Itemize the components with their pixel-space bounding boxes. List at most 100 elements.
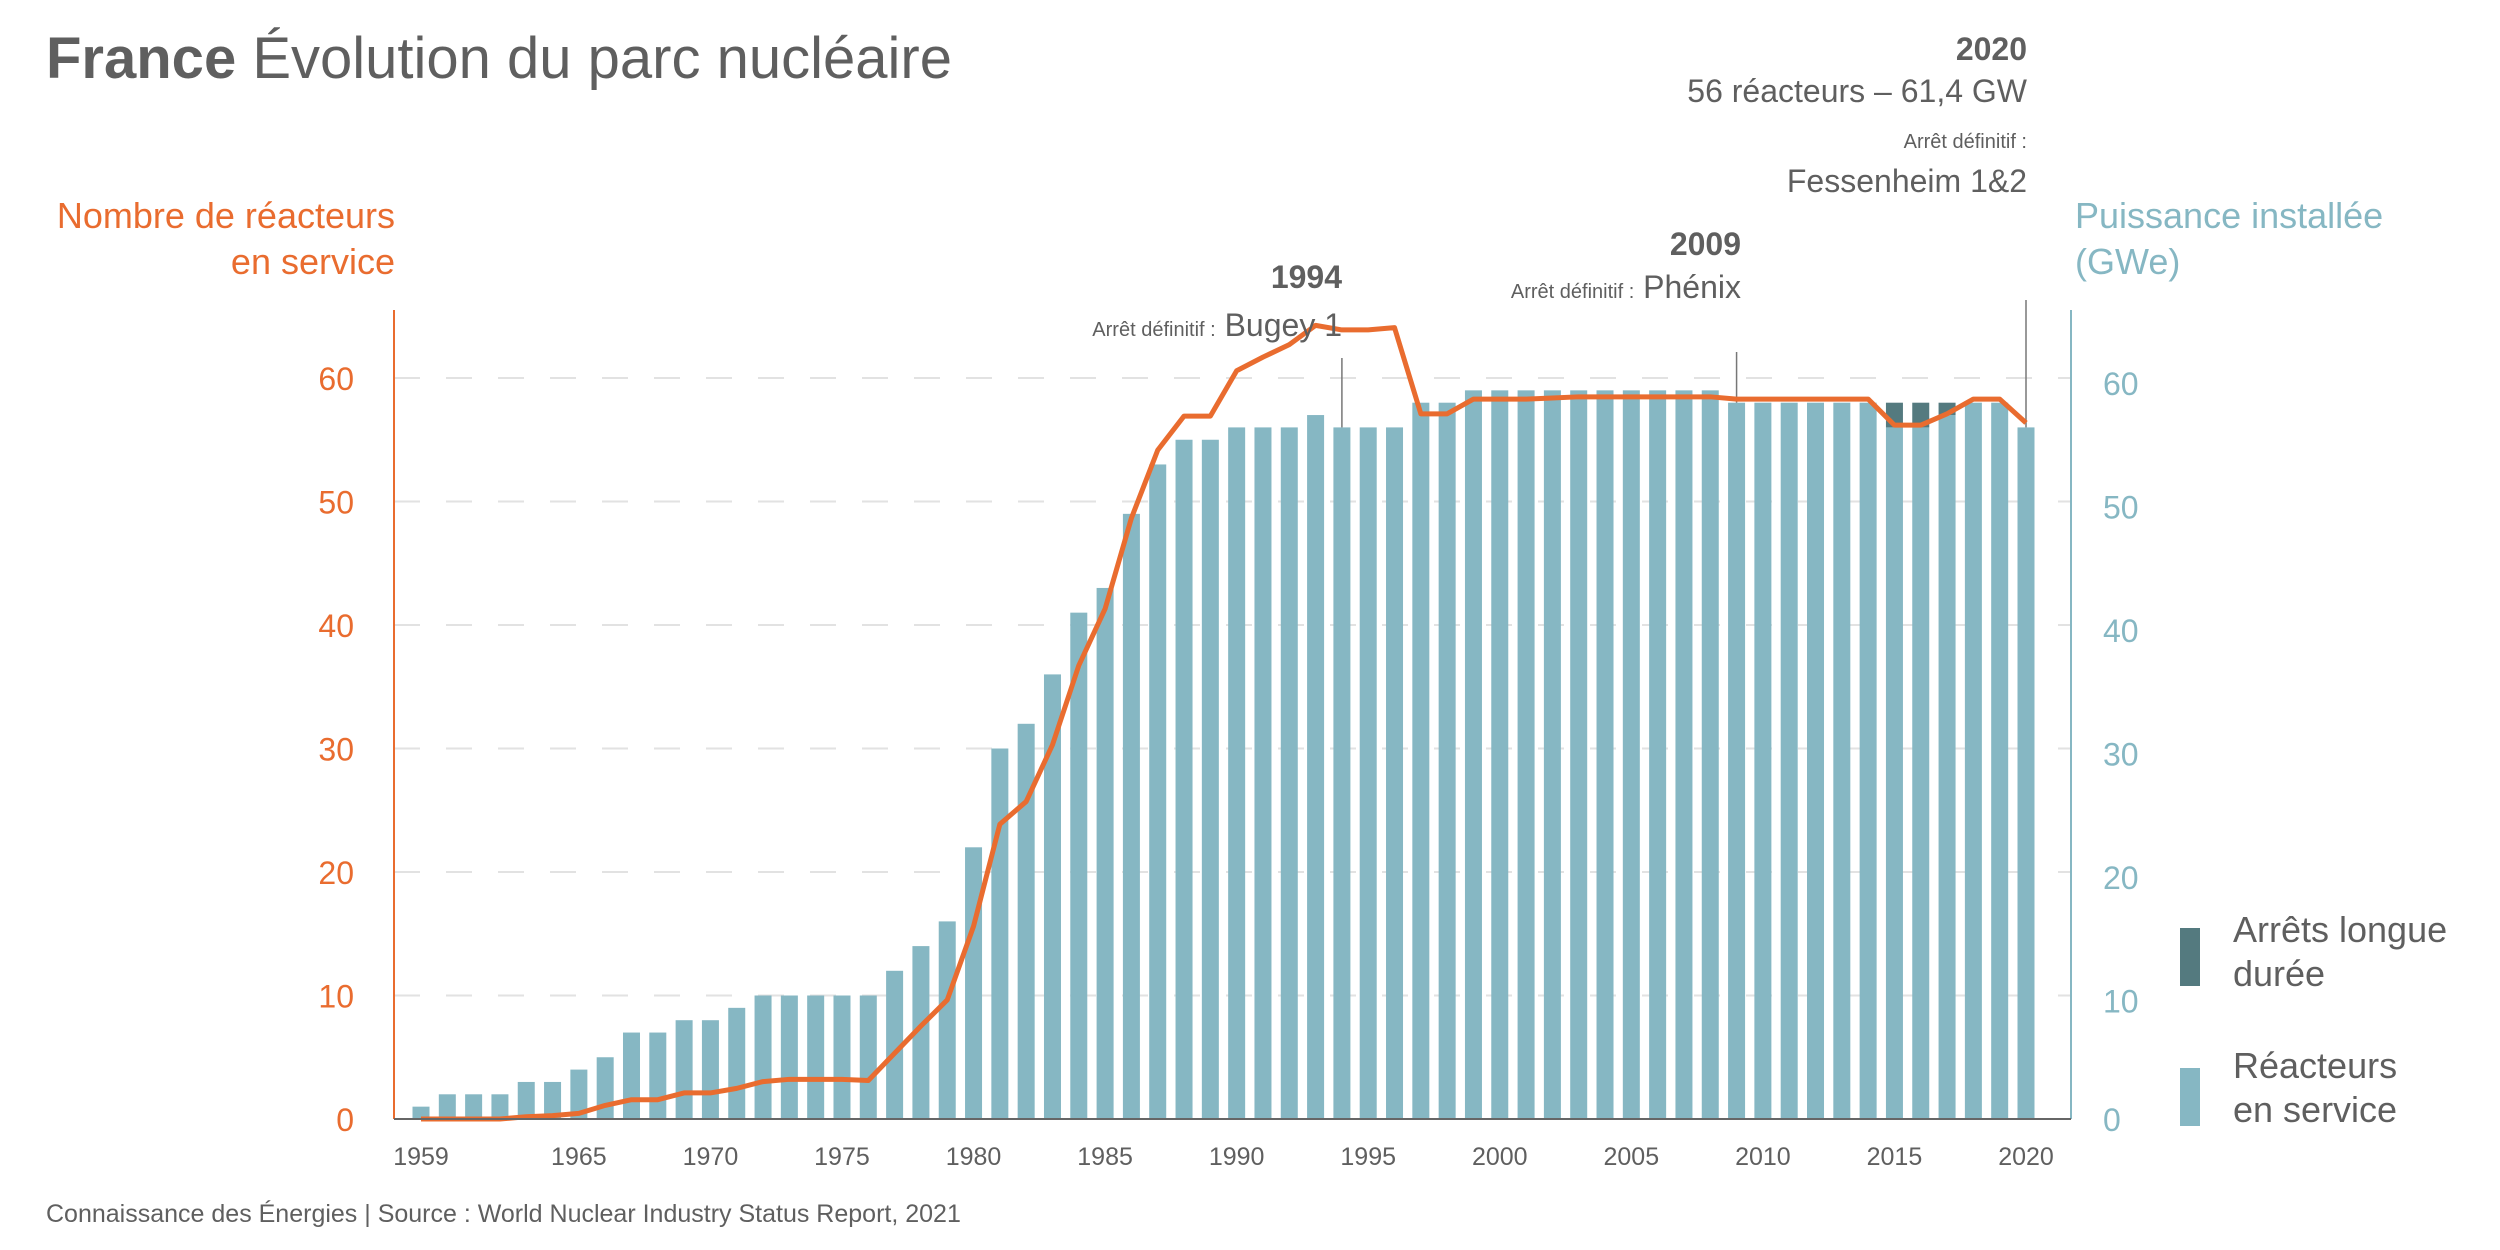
bar-in-service xyxy=(1701,390,1719,1120)
annotation-1994: Arrêt définitif : Bugey 1 xyxy=(1092,307,1342,343)
legend-stopped-line2: durée xyxy=(2233,953,2325,994)
bar-in-service xyxy=(1885,427,1903,1119)
annotation-year-2020: 2020 xyxy=(1956,31,2027,67)
bar-in-service xyxy=(570,1069,588,1119)
bar-in-service xyxy=(1622,390,1640,1120)
left-tick-label: 10 xyxy=(318,979,354,1015)
right-tick-label: 60 xyxy=(2103,366,2139,402)
bar-in-service xyxy=(728,1007,746,1119)
bar-in-service xyxy=(912,946,930,1119)
bar-in-service xyxy=(859,995,877,1119)
right-tick-label: 0 xyxy=(2103,1102,2121,1138)
annotation-2020-prefix: Arrêt définitif : xyxy=(1904,131,2027,153)
bar-in-service xyxy=(1675,390,1693,1120)
bar-in-service xyxy=(1333,427,1351,1119)
bar-in-service xyxy=(1307,415,1325,1119)
bar-in-service xyxy=(1991,402,2009,1119)
x-tick-label: 2010 xyxy=(1735,1143,1791,1171)
right-axis-label-line2: (GWe) xyxy=(2075,241,2180,282)
bar-in-service xyxy=(1596,390,1614,1120)
bar-in-service xyxy=(1517,390,1535,1120)
legend-bars-line1: Réacteurs xyxy=(2233,1045,2397,1086)
chart-title: France Évolution du parc nucléaire xyxy=(46,26,952,91)
x-tick-label: 1995 xyxy=(1340,1143,1396,1171)
bar-in-service xyxy=(649,1032,667,1119)
bar-in-service xyxy=(965,847,983,1119)
bar-in-service xyxy=(1359,427,1377,1119)
left-tick-label: 40 xyxy=(318,608,354,644)
right-tick-label: 50 xyxy=(2103,490,2139,526)
legend-bars-line2: en service xyxy=(2233,1089,2397,1130)
bar-in-service xyxy=(701,1020,719,1119)
x-tick-label: 2020 xyxy=(1998,1143,2054,1171)
bar-in-service xyxy=(1175,439,1193,1119)
bar-in-service xyxy=(1412,402,1430,1119)
left-axis-label-line1: Nombre de réacteurs xyxy=(57,195,395,236)
left-tick-label: 50 xyxy=(318,485,354,521)
right-tick-label: 40 xyxy=(2103,613,2139,649)
bar-in-service xyxy=(412,1106,430,1119)
annotation-year-1994: 1994 xyxy=(1271,259,1342,295)
bar-in-service xyxy=(1833,402,1851,1119)
bar-in-service xyxy=(1280,427,1298,1119)
bar-in-service xyxy=(1859,402,1877,1119)
x-tick-label: 1985 xyxy=(1077,1143,1133,1171)
bar-in-service xyxy=(517,1081,535,1119)
title-bold: France xyxy=(46,26,236,91)
legend-swatch-bars xyxy=(2180,1068,2200,1126)
right-axis-label-line1: Puissance installée xyxy=(2075,195,2383,236)
legend-swatch-stopped xyxy=(2180,928,2200,986)
bar-in-service xyxy=(1386,427,1404,1119)
power-line xyxy=(421,322,2028,1122)
bar-in-service xyxy=(807,995,825,1119)
bar-in-service xyxy=(1754,402,1772,1119)
annotation-name: Phénix xyxy=(1643,269,1741,305)
bar-in-service xyxy=(1543,390,1561,1120)
legend-stopped-line1: Arrêts longue xyxy=(2233,909,2447,950)
annotation-2020-summary: 56 réacteurs – 61,4 GW xyxy=(1687,73,2028,109)
bar-in-service xyxy=(1491,390,1509,1120)
annotation-prefix: Arrêt définitif : xyxy=(1511,281,1634,303)
bar-in-service xyxy=(1201,439,1219,1119)
annotation-year-2009: 2009 xyxy=(1670,226,1741,262)
bar-in-service xyxy=(1228,427,1246,1119)
bar-in-service xyxy=(622,1032,640,1119)
bar-in-service xyxy=(1780,402,1798,1119)
left-tick-label: 20 xyxy=(318,855,354,891)
left-tick-label: 30 xyxy=(318,732,354,768)
footer-source: Connaissance des Énergies | Source : Wor… xyxy=(46,1199,961,1228)
bar-in-service xyxy=(2017,427,2035,1119)
bar-in-service xyxy=(1043,674,1061,1119)
bar-in-service xyxy=(833,995,851,1119)
title-rest: Évolution du parc nucléaire xyxy=(252,26,952,91)
bar-in-service xyxy=(1122,513,1140,1119)
annotation-prefix: Arrêt définitif : xyxy=(1092,319,1215,341)
bar-in-service xyxy=(1017,723,1035,1119)
x-tick-label: 1970 xyxy=(683,1143,739,1171)
right-tick-label: 20 xyxy=(2103,860,2139,896)
bar-in-service xyxy=(491,1094,509,1119)
bar-in-service xyxy=(675,1020,693,1119)
left-tick-label: 60 xyxy=(318,361,354,397)
bar-in-service xyxy=(754,995,772,1119)
x-tick-label: 1980 xyxy=(946,1143,1002,1171)
bar-in-service xyxy=(1912,427,1930,1119)
bar-in-service xyxy=(1938,415,1956,1119)
annotation-name: Bugey 1 xyxy=(1225,307,1342,343)
bar-in-service xyxy=(544,1081,562,1119)
right-tick-label: 10 xyxy=(2103,984,2139,1020)
bar-in-service xyxy=(886,970,904,1119)
bar-in-service xyxy=(938,921,956,1119)
left-tick-label: 0 xyxy=(336,1102,354,1138)
bar-in-service xyxy=(1464,390,1482,1120)
bar-in-service xyxy=(1254,427,1272,1119)
bar-in-service xyxy=(1070,612,1088,1119)
annotation-2009: Arrêt définitif : Phénix xyxy=(1511,269,1741,305)
bar-in-service xyxy=(1438,402,1456,1119)
bar-in-service xyxy=(465,1094,483,1119)
bar-in-service xyxy=(1570,390,1588,1120)
bar-in-service xyxy=(1096,587,1114,1119)
annotation-2020-name: Fessenheim 1&2 xyxy=(1787,163,2027,199)
